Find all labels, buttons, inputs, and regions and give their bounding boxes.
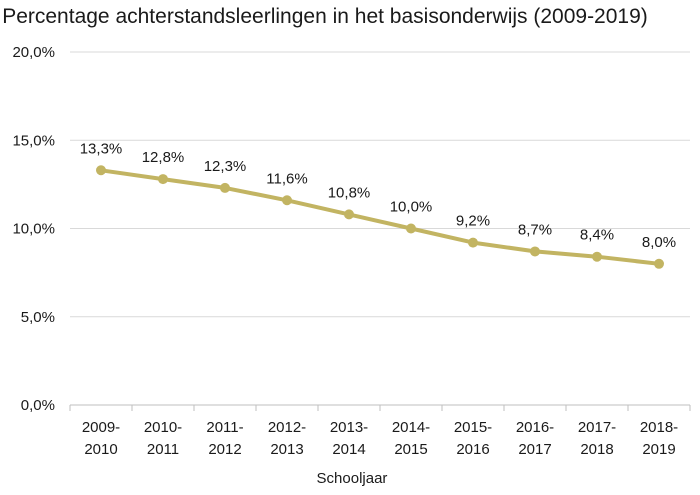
data-point — [654, 258, 664, 269]
data-point — [158, 174, 168, 185]
data-point — [468, 237, 478, 248]
y-tick-label: 10,0% — [12, 221, 55, 238]
y-tick-label: 5,0% — [21, 309, 55, 326]
y-tick-label: 20,0% — [12, 44, 55, 61]
y-axis-ticks: 0,0% 5,0% 10,0% 15,0% 20,0% — [12, 44, 55, 414]
x-axis-title: Schooljaar — [317, 470, 388, 487]
data-point — [592, 251, 602, 262]
x-tick-label: 2010 — [84, 441, 117, 458]
y-tick-label: 15,0% — [12, 132, 55, 149]
data-point — [406, 223, 416, 234]
data-label: 9,2% — [456, 213, 490, 230]
data-label: 8,0% — [642, 234, 676, 251]
data-point — [344, 209, 354, 220]
data-label: 12,8% — [142, 149, 185, 166]
data-labels: 13,3% 12,8% 12,3% 11,6% 10,8% 10,0% 9,2% 8,7% 8,… — [80, 140, 676, 251]
series-line — [99, 168, 661, 266]
x-tick-label: 2017 — [518, 441, 551, 458]
x-tick-label: 2017- — [578, 419, 616, 436]
data-label: 10,0% — [390, 199, 433, 216]
x-tick-label: 2012 — [208, 441, 241, 458]
x-tick-label: 2010- — [144, 419, 182, 436]
data-point — [220, 182, 230, 193]
x-tick-label: 2016 — [456, 441, 489, 458]
data-label: 8,7% — [518, 221, 552, 238]
data-point — [530, 246, 540, 257]
x-tick-label: 2009- — [82, 419, 120, 436]
x-tick-label: 2013 — [270, 441, 303, 458]
data-label: 13,3% — [80, 140, 123, 157]
x-tick-label: 2013- — [330, 419, 368, 436]
x-tick-label: 2019 — [642, 441, 675, 458]
x-tick-label: 2011- — [206, 419, 243, 436]
data-point — [96, 165, 106, 176]
x-axis-ticks: 2009- 2010 2010- 2011 2011- 2012 2012- 2013 2013… — [82, 419, 678, 458]
x-tick-label: 2011 — [147, 441, 179, 458]
series — [96, 165, 664, 269]
data-label: 8,4% — [580, 227, 614, 244]
data-label: 12,3% — [204, 158, 247, 175]
x-tick-label: 2014- — [392, 419, 430, 436]
x-tick-label: 2018- — [640, 419, 678, 436]
data-label: 10,8% — [328, 184, 371, 201]
x-tick-label: 2015- — [454, 419, 492, 436]
x-tick-label: 2012- — [268, 419, 306, 436]
data-point — [282, 195, 292, 206]
data-label: 11,6% — [266, 170, 307, 187]
gridlines — [69, 51, 691, 411]
x-tick-label: 2018 — [580, 441, 613, 458]
chart-title: Percentage achterstandsleerlingen in het… — [2, 5, 648, 28]
x-tick-label: 2015 — [394, 441, 427, 458]
y-tick-label: 0,0% — [21, 397, 55, 414]
x-tick-label: 2014 — [332, 441, 365, 458]
x-tick-label: 2016- — [516, 419, 554, 436]
